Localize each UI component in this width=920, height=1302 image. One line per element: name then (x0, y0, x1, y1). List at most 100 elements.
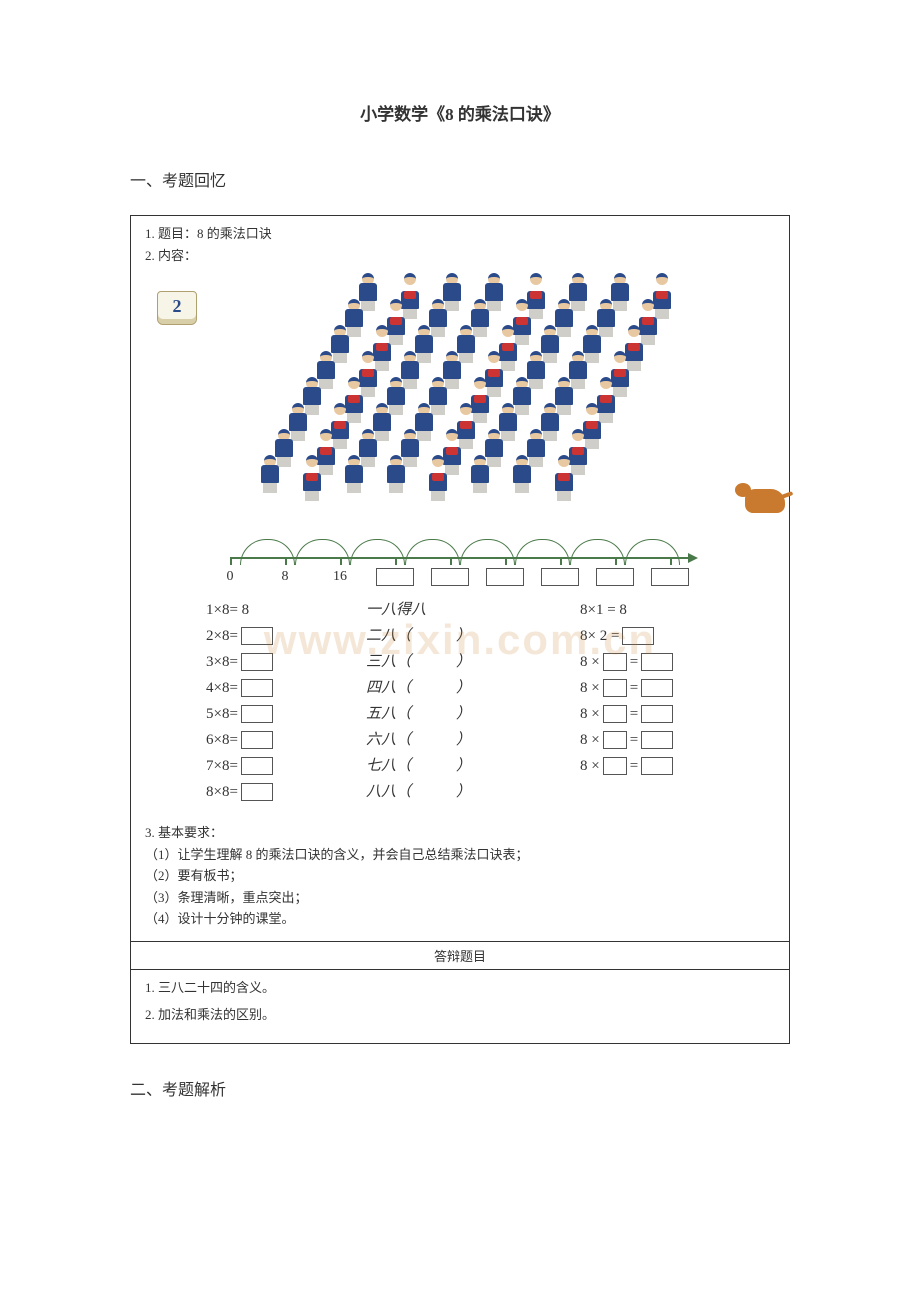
problem-title-line: 1. 题目：8 的乘法口诀 (145, 224, 775, 244)
number-line-label: 16 (333, 569, 347, 585)
equation-right: 8 ×= (540, 649, 740, 675)
section-2-header: 二、考题解析 (130, 1076, 790, 1100)
blank-box (241, 731, 273, 749)
blank-box (641, 705, 673, 723)
number-line: 0 8 16 (210, 539, 710, 587)
blank-box (641, 653, 673, 671)
equation-mnemonic: 二八（ ） (340, 623, 540, 649)
blank-box (622, 627, 654, 645)
equation-mnemonic: 五八（ ） (340, 701, 540, 727)
debate-item: 2. 加法和乘法的区别。 (145, 1005, 775, 1025)
equation-row: 4×8=四八（ ）8 ×= (180, 675, 740, 701)
number-line-blank (651, 568, 689, 586)
dog-icon (745, 489, 785, 513)
equation-row: 8×8=八八（ ） (180, 779, 740, 805)
equation-mnemonic: 四八（ ） (340, 675, 540, 701)
equation-right: 8 ×= (540, 675, 740, 701)
equation-left: 3×8= (180, 649, 340, 675)
blank-box (241, 679, 273, 697)
equation-right: 8 ×= (540, 727, 740, 753)
debate-list: 1. 三八二十四的含义。2. 加法和乘法的区别。 (131, 970, 789, 1043)
equation-row: 2×8=二八（ ）8× 2 = (180, 623, 740, 649)
equation-right: 8 ×= (540, 753, 740, 779)
band-figure (341, 455, 367, 495)
blank-box (603, 757, 627, 775)
content-area: 1. 题目：8 的乘法口诀 2. 内容： 2 0816 1×8= 8一八得八8×… (131, 216, 789, 819)
band-figure (425, 455, 451, 495)
question-box: 1. 题目：8 的乘法口诀 2. 内容： 2 0816 1×8= 8一八得八8×… (130, 215, 790, 1044)
band-figure (467, 455, 493, 495)
equation-mnemonic: 八八（ ） (340, 779, 540, 805)
requirements-area: 3. 基本要求： （1）让学生理解 8 的乘法口诀的含义，并会自己总结乘法口诀表… (131, 819, 789, 941)
band-figure (299, 455, 325, 495)
number-line-blank (431, 568, 469, 586)
blank-box (603, 705, 627, 723)
number-line-arrow-icon (688, 553, 698, 563)
requirement-item: （3）条理清晰，重点突出； (145, 888, 775, 908)
debate-header: 答辩题目 (131, 941, 789, 970)
equation-left: 5×8= (180, 701, 340, 727)
number-line-label: 8 (282, 569, 289, 585)
requirement-item: （4）设计十分钟的课堂。 (145, 909, 775, 929)
band-figure (551, 455, 577, 495)
equation-mnemonic: 六八（ ） (340, 727, 540, 753)
blank-box (603, 653, 627, 671)
band-figure (257, 455, 283, 495)
blank-box (603, 731, 627, 749)
blank-box (641, 757, 673, 775)
number-line-blank (596, 568, 634, 586)
tick-mark (450, 557, 452, 565)
equation-mnemonic: 七八（ ） (340, 753, 540, 779)
equation-mnemonic: 一八得八 (340, 597, 540, 623)
equation-row: 3×8=三八（ ）8 ×= (180, 649, 740, 675)
equation-row: 7×8=七八（ ）8 ×= (180, 753, 740, 779)
tick-mark (505, 557, 507, 565)
equation-left: 8×8= (180, 779, 340, 805)
equation-left: 4×8= (180, 675, 340, 701)
requirement-item: （1）让学生理解 8 的乘法口诀的含义，并会自己总结乘法口诀表； (145, 845, 775, 865)
number-line-blank (376, 568, 414, 586)
requirement-item: （2）要有板书； (145, 866, 775, 886)
band-figure (509, 455, 535, 495)
equation-left: 1×8= 8 (180, 597, 340, 623)
blank-box (241, 757, 273, 775)
number-line-base (230, 557, 690, 559)
equation-row: 1×8= 8一八得八8×1 = 8 (180, 597, 740, 623)
equation-right: 8× 2 = (540, 623, 740, 649)
blank-box (641, 679, 673, 697)
number-line-arcs (240, 539, 680, 557)
equation-left: 2×8= (180, 623, 340, 649)
band-illustration: 2 (145, 271, 775, 531)
equation-left: 6×8= (180, 727, 340, 753)
book-icon: 2 (157, 291, 197, 325)
blank-box (641, 731, 673, 749)
number-line-blank (541, 568, 579, 586)
tick-mark (340, 557, 342, 565)
requirements-header: 3. 基本要求： (145, 823, 775, 843)
blank-box (241, 653, 273, 671)
equation-row: 6×8=六八（ ）8 ×= (180, 727, 740, 753)
blank-box (241, 705, 273, 723)
number-line-blank (486, 568, 524, 586)
tick-mark (670, 557, 672, 565)
number-line-label: 0 (227, 569, 234, 585)
equations-table: 1×8= 8一八得八8×1 = 82×8=二八（ ）8× 2 =3×8=三八（ … (180, 597, 740, 805)
tick-mark (615, 557, 617, 565)
equation-row: 5×8=五八（ ）8 ×= (180, 701, 740, 727)
blank-box (603, 679, 627, 697)
tick-mark (285, 557, 287, 565)
blank-box (241, 627, 273, 645)
equation-right: 8×1 = 8 (540, 597, 740, 623)
equation-right: 8 ×= (540, 701, 740, 727)
blank-box (241, 783, 273, 801)
page-title: 小学数学《8 的乘法口诀》 (130, 100, 790, 125)
requirements-list: （1）让学生理解 8 的乘法口诀的含义，并会自己总结乘法口诀表；（2）要有板书；… (145, 845, 775, 929)
band-grid (235, 273, 695, 493)
equation-mnemonic: 三八（ ） (340, 649, 540, 675)
equation-left: 7×8= (180, 753, 340, 779)
problem-content-line: 2. 内容： (145, 246, 775, 266)
section-1-header: 一、考题回忆 (130, 167, 790, 191)
tick-mark (395, 557, 397, 565)
tick-mark (560, 557, 562, 565)
band-figure (383, 455, 409, 495)
